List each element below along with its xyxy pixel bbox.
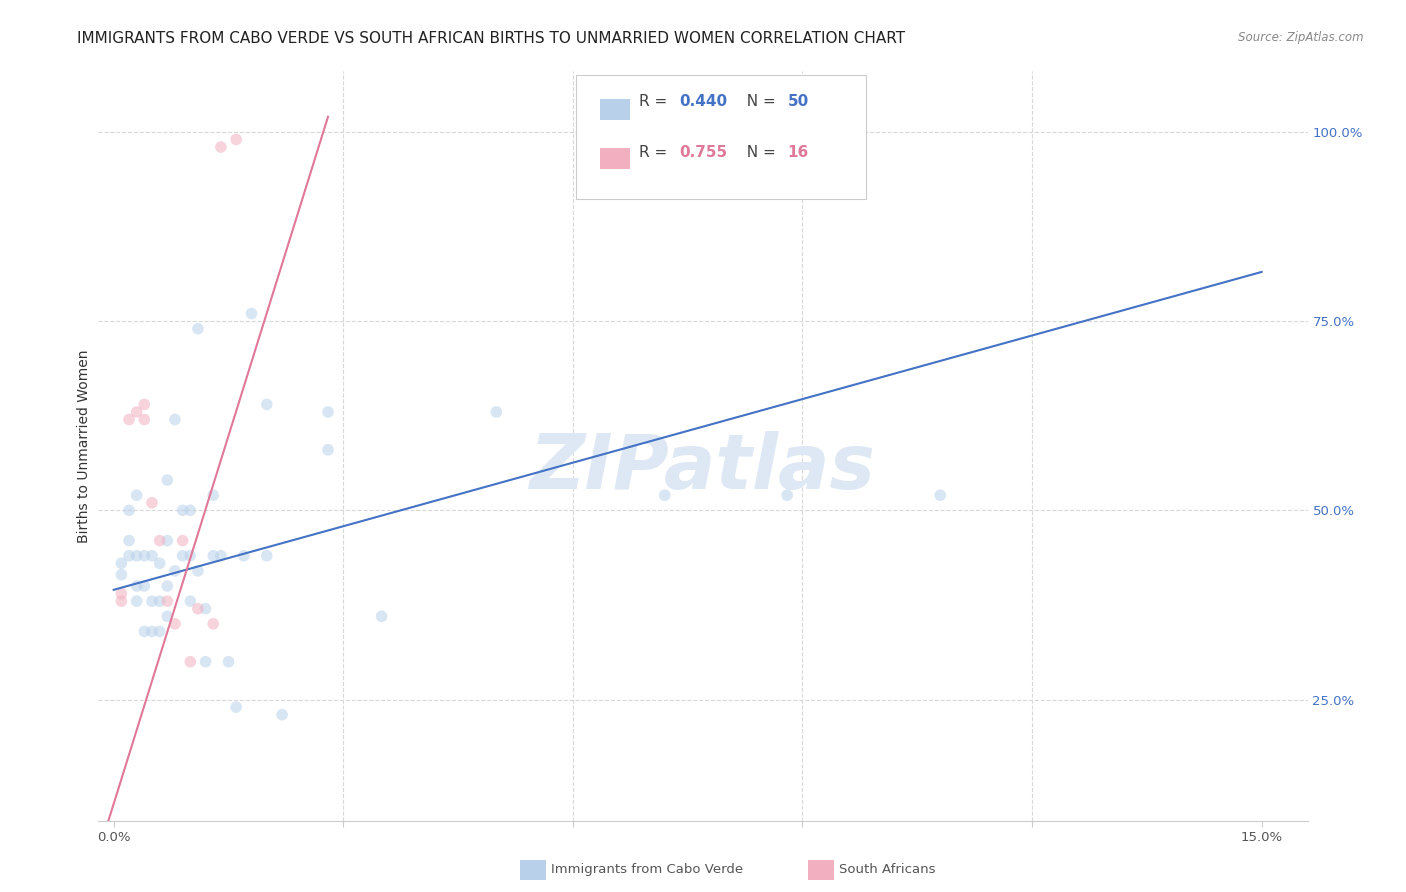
Point xyxy=(118,533,141,548)
Point xyxy=(172,533,194,548)
Point xyxy=(156,579,179,593)
Point xyxy=(134,412,156,426)
Point xyxy=(172,503,194,517)
Text: N =: N = xyxy=(737,94,780,109)
Text: 16: 16 xyxy=(787,145,808,160)
Text: R =: R = xyxy=(638,145,672,160)
Point xyxy=(125,488,148,502)
Point xyxy=(202,616,225,631)
Point xyxy=(141,549,163,563)
Point xyxy=(202,549,225,563)
Text: N =: N = xyxy=(737,145,780,160)
Text: Source: ZipAtlas.com: Source: ZipAtlas.com xyxy=(1239,31,1364,45)
FancyBboxPatch shape xyxy=(600,148,630,169)
Point xyxy=(156,609,179,624)
Point xyxy=(194,601,217,615)
Point xyxy=(134,624,156,639)
Point xyxy=(194,655,217,669)
Point xyxy=(179,655,201,669)
Point xyxy=(141,594,163,608)
Text: IMMIGRANTS FROM CABO VERDE VS SOUTH AFRICAN BIRTHS TO UNMARRIED WOMEN CORRELATIO: IMMIGRANTS FROM CABO VERDE VS SOUTH AFRI… xyxy=(77,31,905,46)
Point xyxy=(149,533,172,548)
Point xyxy=(118,503,141,517)
Point xyxy=(149,624,172,639)
FancyBboxPatch shape xyxy=(576,75,866,199)
Point xyxy=(179,549,201,563)
Point xyxy=(187,321,209,335)
Point xyxy=(202,488,225,502)
Point xyxy=(929,488,952,502)
Point xyxy=(240,307,263,321)
Point xyxy=(118,549,141,563)
Point xyxy=(370,609,392,624)
FancyBboxPatch shape xyxy=(600,99,630,120)
Point xyxy=(209,140,232,154)
Point xyxy=(134,579,156,593)
Point xyxy=(218,655,240,669)
Point xyxy=(134,397,156,411)
Text: 0.440: 0.440 xyxy=(679,94,727,109)
Point xyxy=(118,412,141,426)
Point xyxy=(156,533,179,548)
Point xyxy=(110,586,132,600)
Point xyxy=(156,594,179,608)
Text: ZIPatlas: ZIPatlas xyxy=(530,432,876,506)
Point xyxy=(187,564,209,578)
Point xyxy=(156,473,179,487)
Point xyxy=(141,624,163,639)
Point xyxy=(225,700,247,714)
Point xyxy=(485,405,508,419)
Point xyxy=(163,616,186,631)
Text: 50: 50 xyxy=(787,94,808,109)
Point xyxy=(179,503,201,517)
Point xyxy=(125,594,148,608)
Point xyxy=(125,579,148,593)
Text: South Africans: South Africans xyxy=(839,863,936,876)
Point xyxy=(125,405,148,419)
Point xyxy=(776,488,799,502)
Point xyxy=(179,594,201,608)
Y-axis label: Births to Unmarried Women: Births to Unmarried Women xyxy=(77,350,91,542)
Point xyxy=(134,549,156,563)
Point xyxy=(125,549,148,563)
Point xyxy=(316,442,339,457)
Point xyxy=(256,397,278,411)
Point xyxy=(225,132,247,146)
Point xyxy=(141,496,163,510)
Point xyxy=(149,557,172,571)
Point xyxy=(163,564,186,578)
Point xyxy=(172,549,194,563)
Point xyxy=(654,488,676,502)
Point xyxy=(110,594,132,608)
Point xyxy=(232,549,254,563)
Point xyxy=(163,412,186,426)
Point xyxy=(256,549,278,563)
Point xyxy=(209,549,232,563)
Text: Immigrants from Cabo Verde: Immigrants from Cabo Verde xyxy=(551,863,744,876)
Text: 0.755: 0.755 xyxy=(679,145,727,160)
Point xyxy=(316,405,339,419)
Point xyxy=(149,594,172,608)
Text: R =: R = xyxy=(638,94,672,109)
Point xyxy=(110,557,132,571)
Point xyxy=(187,601,209,615)
Point xyxy=(110,567,132,582)
Point xyxy=(271,707,294,722)
